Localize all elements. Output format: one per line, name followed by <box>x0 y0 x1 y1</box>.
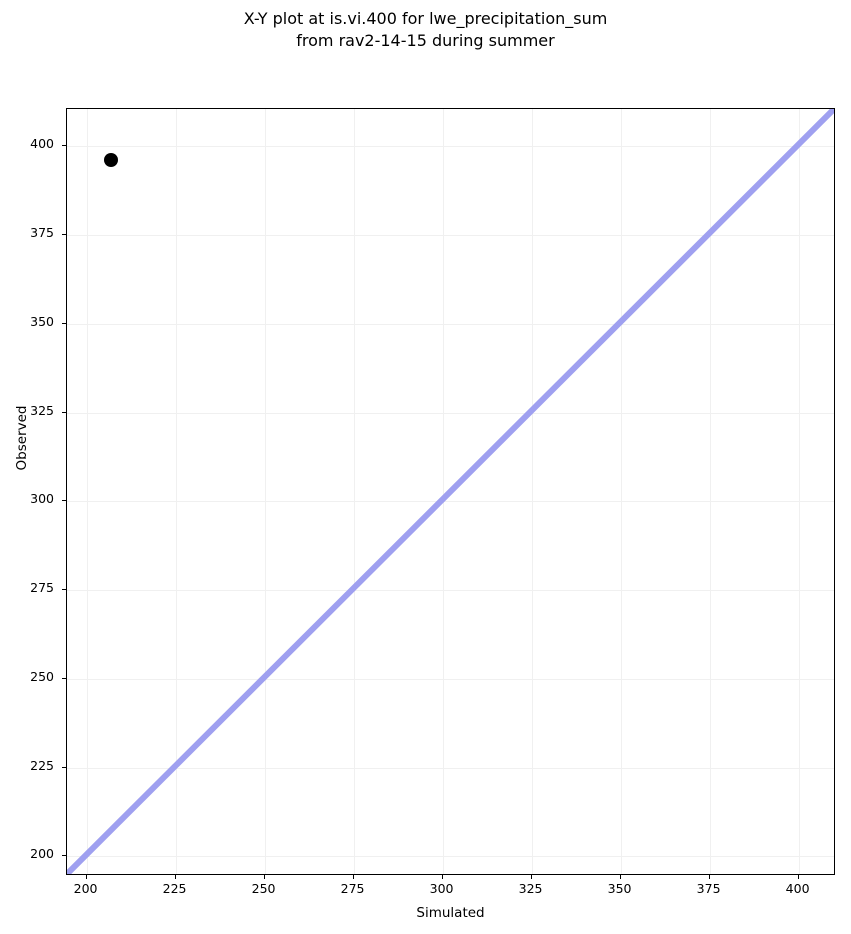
gridline-horizontal <box>67 590 834 592</box>
y-tick-label: 375 <box>30 225 54 241</box>
y-axis-label: Observed <box>14 405 30 471</box>
gridline-horizontal <box>67 767 834 769</box>
y-tick-mark <box>62 234 66 236</box>
y-tick-mark <box>62 589 66 591</box>
x-tick-mark <box>797 875 799 879</box>
x-tick-mark <box>530 875 532 879</box>
y-tick-mark <box>62 500 66 502</box>
y-tick-label: 250 <box>30 668 54 684</box>
y-tick-label: 275 <box>30 580 54 596</box>
gridline-horizontal <box>67 678 834 680</box>
y-tick-label: 200 <box>30 846 54 862</box>
x-axis-label: Simulated <box>416 905 485 921</box>
gridline-horizontal <box>67 412 834 414</box>
y-tick-label: 400 <box>30 136 54 152</box>
y-tick-mark <box>62 855 66 857</box>
x-tick-mark <box>352 875 354 879</box>
x-tick-mark <box>441 875 443 879</box>
chart-title: X-Y plot at is.vi.400 for lwe_precipitat… <box>243 9 608 50</box>
x-tick-label: 300 <box>429 881 454 896</box>
data-layer <box>67 109 834 874</box>
gridline-vertical <box>798 109 800 874</box>
gridline-vertical <box>264 109 266 874</box>
gridline-vertical <box>353 109 355 874</box>
y-tick-mark <box>62 766 66 768</box>
x-tick-label: 325 <box>518 881 543 896</box>
gridline-vertical <box>86 109 88 874</box>
gridline-vertical <box>175 109 177 874</box>
x-tick-mark <box>619 875 621 879</box>
x-tick-label: 400 <box>785 881 810 896</box>
y-tick-mark <box>62 322 66 324</box>
x-tick-mark <box>263 875 265 879</box>
scatter-point <box>103 153 118 168</box>
y-tick-mark <box>62 411 66 413</box>
gridline-vertical <box>620 109 622 874</box>
x-tick-label: 375 <box>696 881 721 896</box>
y-tick-label: 300 <box>30 491 54 507</box>
y-tick-mark <box>62 145 66 147</box>
x-tick-label: 200 <box>73 881 98 896</box>
gridline-horizontal <box>67 323 834 325</box>
x-tick-mark <box>85 875 87 879</box>
y-tick-label: 325 <box>30 402 54 418</box>
x-tick-label: 250 <box>251 881 276 896</box>
grid-lines <box>67 109 834 874</box>
gridline-horizontal <box>67 856 834 858</box>
x-tick-label: 275 <box>340 881 365 896</box>
identity-line <box>67 109 834 874</box>
gridline-horizontal <box>67 146 834 148</box>
x-tick-label: 350 <box>607 881 632 896</box>
x-tick-label: 225 <box>162 881 187 896</box>
x-tick-mark <box>708 875 710 879</box>
gridline-vertical <box>531 109 533 874</box>
gridline-vertical <box>709 109 711 874</box>
gridline-horizontal <box>67 235 834 237</box>
y-tick-label: 350 <box>30 313 54 329</box>
y-tick-mark <box>62 677 66 679</box>
gridline-horizontal <box>67 501 834 503</box>
gridline-vertical <box>442 109 444 874</box>
plot-area <box>66 108 835 875</box>
y-tick-label: 225 <box>30 757 54 773</box>
x-tick-mark <box>174 875 176 879</box>
